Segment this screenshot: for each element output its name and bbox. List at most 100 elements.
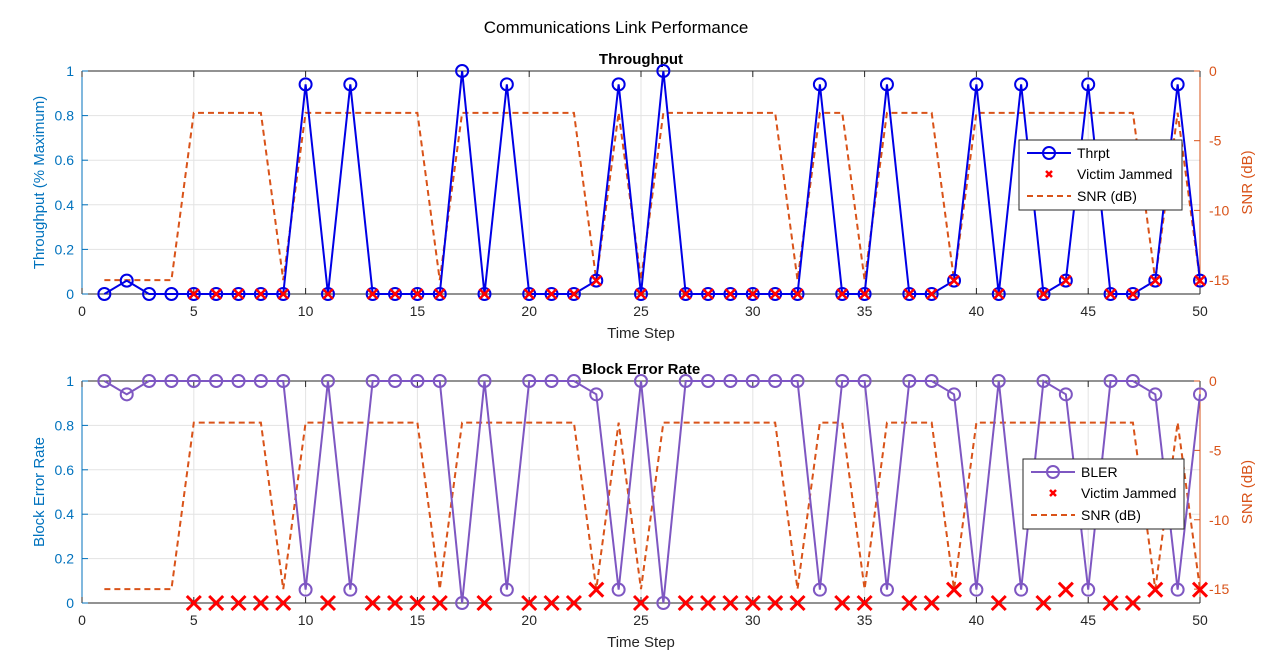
data-point-main — [790, 287, 805, 301]
data-point-jammed — [523, 288, 536, 300]
y2-axis-label: SNR (dB) — [1239, 150, 1256, 214]
data-point-main — [320, 374, 335, 388]
data-point-main — [1058, 387, 1073, 402]
data-point-jammed — [411, 288, 424, 300]
data-point-jammed — [254, 288, 267, 300]
data-point-jammed — [679, 288, 692, 300]
data-point-main — [119, 273, 134, 288]
data-point-jammed — [1035, 594, 1052, 612]
data-point-main — [1170, 77, 1185, 92]
x-tick-label: 10 — [298, 303, 314, 319]
x-tick-label: 15 — [410, 303, 426, 319]
y2-tick-label: 0 — [1209, 373, 1217, 389]
series-line-snr — [104, 111, 1201, 282]
data-point-main — [745, 287, 760, 301]
legend-label-snr: SNR (dB) — [1081, 507, 1141, 523]
legend: BLER Victim Jammed SNR (dB) — [1022, 458, 1185, 530]
legend-marker-jammed — [1049, 489, 1057, 497]
data-point-main — [410, 374, 425, 388]
y-tick-label: 0 — [66, 286, 74, 302]
data-point-main — [947, 387, 962, 402]
data-point-main — [678, 374, 693, 388]
data-point-main — [1014, 77, 1029, 92]
data-point-main — [231, 287, 246, 301]
data-point-jammed — [277, 288, 290, 300]
data-point-main — [812, 582, 827, 597]
data-point-jammed — [275, 594, 292, 612]
y-tick-label: 0.6 — [55, 462, 75, 478]
x-tick-label: 50 — [1192, 612, 1208, 628]
data-point-main — [365, 287, 380, 301]
data-point-main — [455, 64, 470, 78]
data-point-main — [678, 287, 693, 301]
data-point-jammed — [230, 594, 247, 612]
legend-label-snr: SNR (dB) — [1077, 188, 1137, 204]
data-point-main — [857, 287, 872, 301]
legend-marker-main — [1042, 146, 1056, 160]
data-point-main — [522, 287, 537, 301]
data-point-main — [544, 374, 559, 388]
chart-title: Throughput — [599, 51, 683, 68]
data-point-jammed — [746, 288, 759, 300]
data-point-main — [119, 387, 134, 402]
chart-title: Block Error Rate — [582, 361, 700, 378]
data-point-main — [231, 374, 246, 388]
data-point-main — [969, 582, 984, 597]
y-tick-label: 1 — [66, 373, 74, 389]
data-point-main — [477, 374, 492, 388]
data-point-jammed — [700, 594, 717, 612]
data-point-jammed — [1059, 274, 1072, 287]
data-point-main — [522, 374, 537, 388]
data-point-main — [1193, 387, 1207, 402]
data-point-main — [410, 287, 425, 301]
x-tick-label: 45 — [1080, 612, 1096, 628]
y2-tick-label: 0 — [1209, 63, 1217, 79]
legend-box — [1018, 139, 1183, 211]
data-point-jammed — [1149, 274, 1162, 287]
data-point-main — [611, 77, 626, 92]
data-point-main — [634, 374, 648, 388]
y-tick-label: 0.8 — [55, 417, 75, 433]
data-point-main — [768, 287, 783, 301]
data-point-jammed — [545, 288, 558, 300]
data-point-jammed — [836, 288, 849, 300]
data-point-jammed — [568, 288, 580, 300]
legend-label-jammed: Victim Jammed — [1081, 485, 1176, 501]
legend-marker-main — [1046, 465, 1060, 479]
data-point-main — [812, 77, 827, 92]
data-point-main — [186, 374, 201, 388]
data-point-jammed — [386, 594, 404, 612]
data-point-jammed — [366, 288, 379, 300]
data-point-main — [924, 374, 939, 388]
data-point-main — [499, 582, 514, 597]
data-point-main — [1125, 374, 1140, 388]
data-point-main — [477, 287, 492, 301]
data-point-main — [343, 77, 358, 92]
y-tick-label: 0.4 — [55, 506, 75, 522]
data-point-main — [276, 374, 291, 388]
series-line-main — [103, 70, 1201, 296]
legend-marker-jammed — [1045, 170, 1053, 178]
data-point-jammed — [590, 274, 603, 287]
data-point-main — [589, 273, 604, 288]
data-point-jammed — [722, 594, 739, 612]
data-point-main — [97, 287, 112, 301]
y2-tick-label: -10 — [1209, 202, 1229, 218]
x-tick-label: 10 — [298, 612, 314, 628]
data-point-main — [432, 287, 447, 301]
data-point-main — [1148, 387, 1163, 402]
y-tick-label: 0.2 — [55, 551, 75, 567]
data-point-main — [857, 374, 872, 388]
x-tick-label: 40 — [969, 612, 985, 628]
data-point-main — [656, 64, 671, 78]
data-point-main — [1103, 287, 1118, 301]
x-tick-label: 50 — [1192, 303, 1208, 319]
data-point-jammed — [322, 288, 334, 300]
y2-tick-label: -15 — [1209, 581, 1229, 597]
data-point-jammed — [476, 594, 493, 612]
data-point-main — [388, 374, 403, 388]
data-point-main — [902, 374, 917, 388]
data-point-jammed — [702, 288, 714, 300]
data-point-main — [589, 387, 604, 402]
